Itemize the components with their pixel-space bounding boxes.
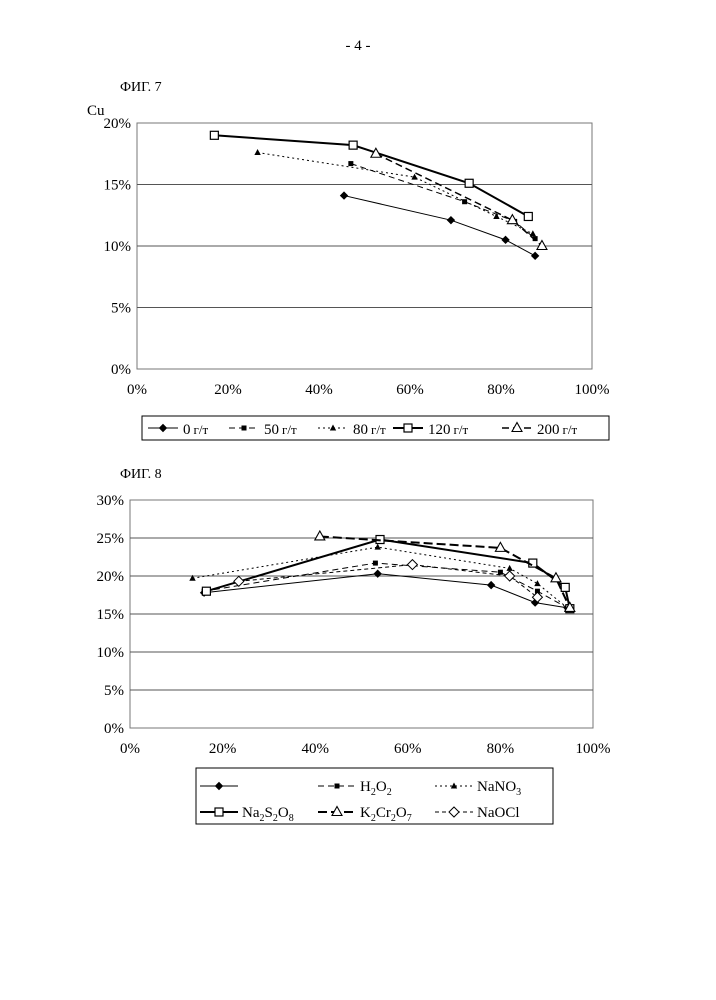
data-point [234, 576, 244, 586]
legend-text-part: NaOCl [477, 805, 520, 821]
data-point [561, 583, 569, 591]
data-point [502, 236, 509, 243]
legend-value: 0 [183, 422, 191, 438]
x-tick-label: 100% [576, 741, 611, 757]
x-tick-label: 0% [120, 741, 140, 757]
figure-8-legend: H2O2NaNO3Na2S2O8K2Cr2O7NaOCl [196, 768, 553, 824]
x-tick-label: 80% [487, 382, 515, 398]
data-point [348, 161, 353, 166]
legend-marker [335, 784, 340, 789]
y-tick-label: 0% [104, 721, 124, 737]
legend-value: 50 [264, 422, 279, 438]
y-tick-label: 10% [104, 239, 132, 255]
legend-unit: г/т [371, 422, 386, 437]
legend-text-part: S [265, 805, 273, 821]
y-tick-label: 15% [97, 607, 125, 623]
figure-7-chart: 0% 5% 10% 15% 20% 0% 20% 40% 60% 80% 100% Cu [87, 103, 610, 398]
legend-marker [404, 424, 412, 432]
y-tick-label: 20% [104, 116, 132, 132]
legend-text-part: O [278, 805, 289, 821]
legend-text-part: NaNO [477, 779, 516, 795]
x-tick-label: 20% [214, 382, 242, 398]
data-point [447, 217, 454, 224]
charts-canvas: 0%5%10%15%20%0%20%40%60%80%100%Cu0г/т50г… [0, 0, 716, 1000]
legend-text-part: O [376, 779, 387, 795]
y-tick-label: 30% [97, 493, 125, 509]
y-tick-label: 25% [97, 531, 125, 547]
legend-label: 200г/т [537, 422, 577, 438]
y-tick-label: 15% [104, 178, 132, 194]
data-point [488, 582, 495, 589]
data-point [498, 570, 503, 575]
data-point [465, 179, 473, 187]
y-tick-label: 20% [97, 569, 125, 585]
figure-7-legend: 0г/т50г/т80г/т120г/т200г/т [142, 416, 609, 440]
data-point [407, 560, 417, 570]
data-point [537, 241, 547, 250]
series-line [258, 153, 533, 234]
data-point [254, 149, 260, 155]
legend-label: NaOCl [477, 805, 520, 821]
data-point [315, 531, 325, 540]
data-point [373, 561, 378, 566]
legend-label: 120г/т [428, 422, 468, 438]
legend-subscript: 8 [289, 813, 294, 824]
data-point [375, 544, 381, 550]
legend-unit: г/т [282, 422, 297, 437]
series-1 [202, 561, 570, 611]
data-point [506, 565, 512, 571]
data-point [341, 192, 348, 199]
x-tick-label: 40% [301, 741, 329, 757]
figure-8-chart: 0% 5% 10% 15% 20% 25% 30% 0% 20% 40% 60% 80% 100% [97, 493, 611, 757]
data-point [202, 587, 210, 595]
legend-subscript: 3 [516, 787, 521, 798]
legend-unit: г/т [194, 422, 209, 437]
series-2 [254, 149, 536, 236]
legend-subscript: 7 [407, 813, 412, 824]
x-tick-label: 40% [305, 382, 333, 398]
legend-value: 80 [353, 422, 368, 438]
legend-value: 200 [537, 422, 560, 438]
series-1 [348, 161, 537, 241]
y-axis-title: Cu [87, 103, 105, 119]
series-0 [341, 192, 539, 259]
series-3 [210, 131, 532, 220]
legend-marker [242, 426, 247, 431]
series-4 [371, 148, 547, 249]
legend-text-part: H [360, 779, 371, 795]
legend-text-part: K [360, 805, 371, 821]
data-point [349, 141, 357, 149]
data-point [532, 252, 539, 259]
legend-value: 120 [428, 422, 451, 438]
x-tick-label: 60% [396, 382, 424, 398]
series-5 [234, 560, 543, 603]
data-point [505, 571, 515, 581]
legend-text-part: Na [242, 805, 260, 821]
data-point [524, 212, 532, 220]
legend-subscript: 2 [387, 787, 392, 798]
legend-text-part: Cr [376, 805, 391, 821]
legend-text-part: O [396, 805, 407, 821]
x-tick-label: 20% [209, 741, 237, 757]
legend-marker [215, 808, 223, 816]
y-tick-label: 0% [111, 362, 131, 378]
y-tick-label: 5% [111, 301, 131, 317]
x-tick-label: 0% [127, 382, 147, 398]
y-tick-label: 10% [97, 645, 125, 661]
legend-unit: г/т [563, 422, 578, 437]
series-3 [202, 536, 573, 613]
data-point [534, 580, 540, 586]
legend-label: 0г/т [183, 422, 208, 438]
data-point [210, 131, 218, 139]
legend-unit: г/т [454, 422, 469, 437]
y-tick-label: 5% [104, 683, 124, 699]
data-point [530, 230, 536, 236]
series-line [206, 540, 569, 609]
x-tick-label: 80% [487, 741, 515, 757]
x-tick-label: 100% [575, 382, 610, 398]
series-line [239, 565, 538, 598]
x-tick-label: 60% [394, 741, 422, 757]
